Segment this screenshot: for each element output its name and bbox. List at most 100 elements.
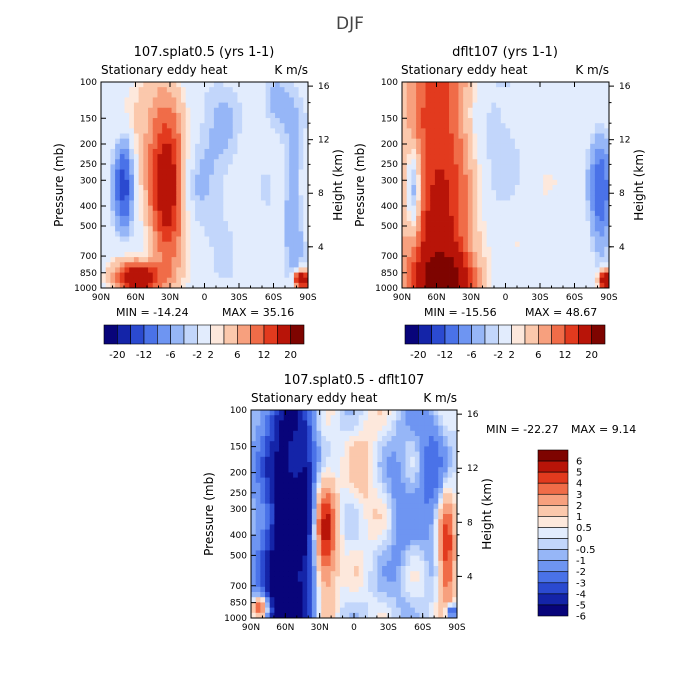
contour-cell <box>242 143 248 150</box>
contour-cell <box>311 592 317 598</box>
contour-cell <box>449 164 455 170</box>
contour-cell <box>255 446 261 452</box>
contour-cell <box>293 430 299 437</box>
contour-cell <box>524 251 530 258</box>
contour-cell <box>505 154 511 160</box>
contour-cell <box>547 200 553 206</box>
contour-cell <box>303 277 309 284</box>
contour-cell <box>176 107 182 114</box>
contour-cell <box>199 107 205 114</box>
contour-cell <box>232 148 238 155</box>
contour-cell <box>411 251 417 258</box>
contour-cell <box>519 262 525 268</box>
contour-cell <box>298 267 304 273</box>
contour-cell <box>411 82 417 88</box>
contour-cell <box>228 123 234 129</box>
contour-cell <box>599 210 605 217</box>
contour-cell <box>538 138 544 145</box>
contour-cell <box>505 97 511 103</box>
contour-cell <box>372 503 378 510</box>
contour-cell <box>279 456 285 463</box>
contour-cell <box>514 231 521 237</box>
contour-cell <box>237 148 243 155</box>
contour-cell <box>270 143 276 150</box>
contour-cell <box>566 112 572 119</box>
contour-cell <box>372 534 378 541</box>
contour-cell <box>157 179 163 186</box>
contour-cell <box>571 200 577 206</box>
contour-cell <box>316 462 322 468</box>
contour-cell <box>500 97 506 103</box>
contour-cell <box>547 97 553 103</box>
contour-cell <box>472 226 478 232</box>
contour-cell <box>354 514 360 520</box>
contour-cell <box>270 128 276 134</box>
contour-cell <box>491 97 497 103</box>
contour-cell <box>566 92 572 98</box>
contour-cell <box>279 586 285 593</box>
contour-cell <box>425 231 431 237</box>
contour-cell <box>496 87 502 93</box>
contour-cell <box>354 436 360 442</box>
contour-cell <box>143 241 149 248</box>
contour-cell <box>124 236 130 243</box>
contour-cell <box>547 164 553 170</box>
colorbar-label: 12 <box>559 350 572 361</box>
contour-cell <box>420 148 426 155</box>
contour-cell <box>265 571 271 577</box>
contour-cell <box>599 107 605 114</box>
contour-cell <box>458 123 464 129</box>
contour-cell <box>251 236 257 243</box>
contour-cell <box>105 246 111 253</box>
contour-cell <box>529 195 535 201</box>
contour-cell <box>269 612 275 619</box>
contour-cell <box>491 221 497 227</box>
contour-cell <box>599 143 605 150</box>
contour-cell <box>444 262 450 268</box>
contour-cell <box>491 164 497 170</box>
contour-cell <box>416 179 422 186</box>
contour-cell <box>311 581 317 588</box>
contour-cell <box>143 92 149 98</box>
contour-cell <box>585 138 591 145</box>
contour-cell <box>279 164 285 170</box>
contour-cell <box>339 519 346 525</box>
contour-cell <box>576 200 582 206</box>
contour-cell <box>311 586 317 593</box>
contour-cell <box>289 226 295 232</box>
contour-cell <box>311 451 317 458</box>
contour-cell <box>162 82 168 88</box>
contour-cell <box>293 550 299 556</box>
contour-cell <box>298 97 304 103</box>
contour-cell <box>251 272 257 279</box>
contour-cell <box>162 231 168 237</box>
contour-cell <box>133 179 140 186</box>
contour-cell <box>133 185 140 191</box>
contour-cell <box>129 262 135 268</box>
contour-cell <box>386 425 392 432</box>
contour-cell <box>195 169 201 176</box>
contour-cell <box>510 179 516 186</box>
contour-cell <box>406 231 412 237</box>
contour-cell <box>180 257 187 263</box>
contour-cell <box>316 534 322 541</box>
contour-cell <box>260 200 267 206</box>
contour-cell <box>402 154 408 160</box>
contour-cell <box>363 498 369 504</box>
contour-cell <box>566 164 572 170</box>
contour-cell <box>260 179 267 186</box>
contour-cell <box>162 148 168 155</box>
contour-cell <box>585 272 591 279</box>
contour-cell <box>256 226 262 232</box>
contour-cell <box>303 123 309 129</box>
contour-cell <box>223 221 229 227</box>
contour-cell <box>316 467 322 473</box>
contour-cell <box>358 456 364 463</box>
contour-cell <box>129 112 135 119</box>
contour-cell <box>402 82 408 88</box>
contour-cell <box>386 550 392 556</box>
contour-cell <box>199 195 205 201</box>
contour-cell <box>133 97 140 103</box>
contour-cell <box>580 200 586 206</box>
contour-cell <box>576 102 582 109</box>
